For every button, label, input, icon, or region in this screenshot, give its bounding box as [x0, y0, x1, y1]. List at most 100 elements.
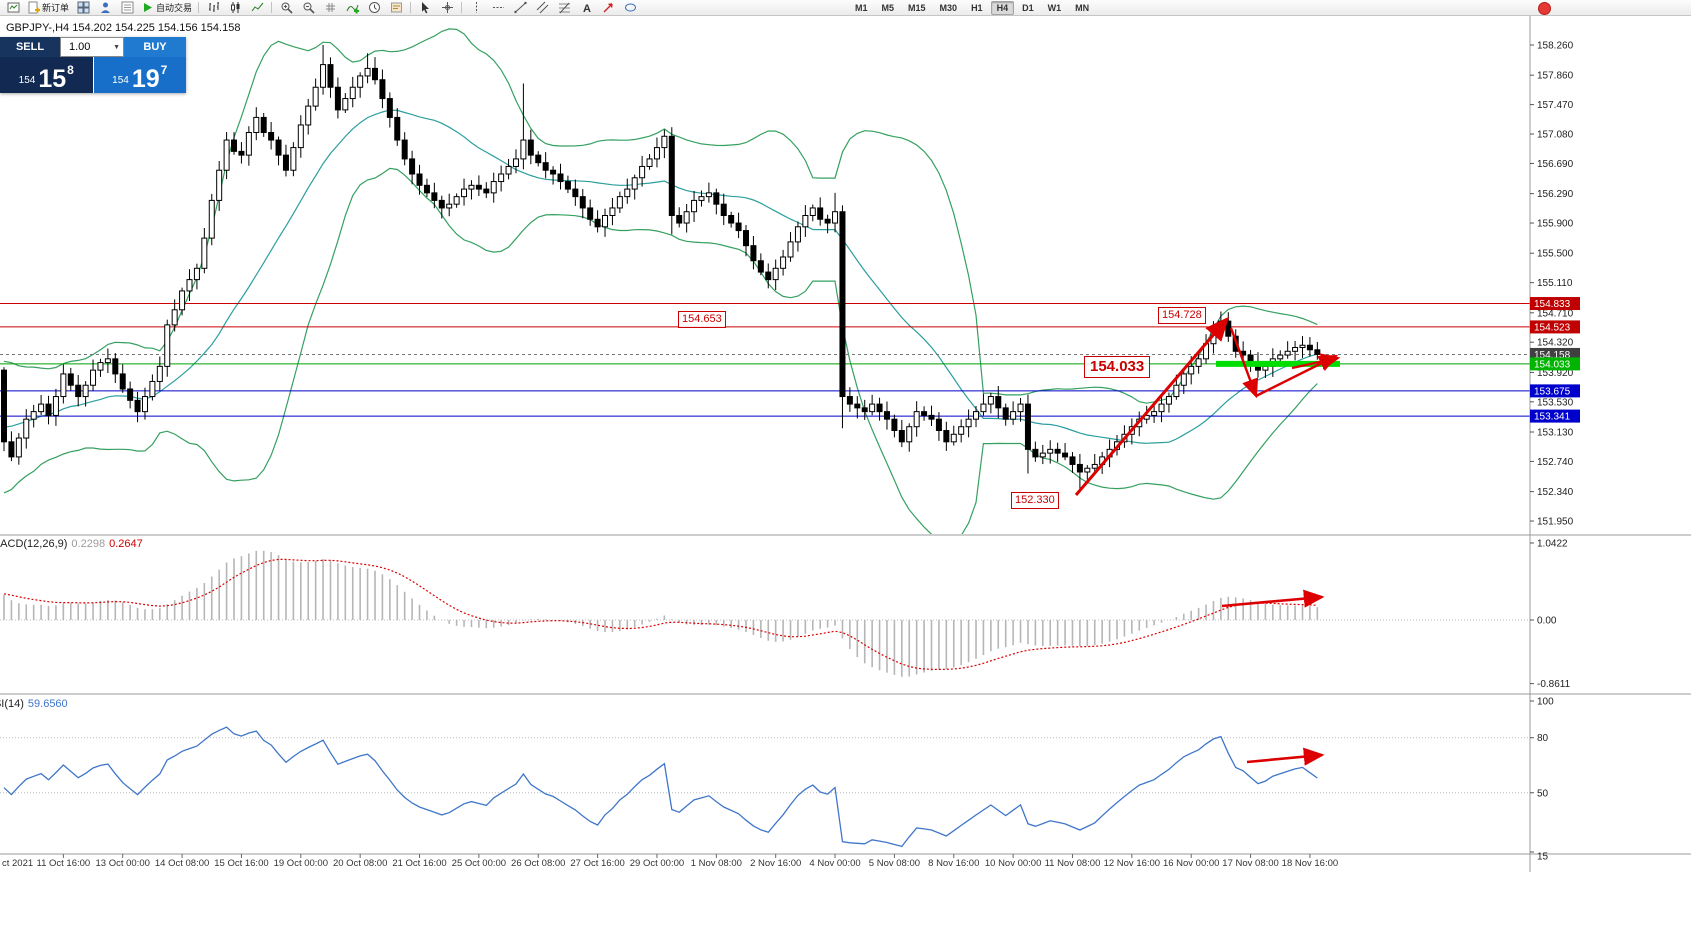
macd-signal-value: 0.2647 — [109, 538, 143, 550]
svg-text:1 Nov 08:00: 1 Nov 08:00 — [691, 858, 742, 869]
timeframe-h1-button[interactable]: H1 — [971, 2, 983, 13]
svg-text:153.130: 153.130 — [1537, 428, 1574, 439]
volume-input[interactable]: 1.00 ▼ — [60, 37, 124, 57]
equidistant-channel-button[interactable] — [532, 1, 552, 15]
chart-window-button[interactable] — [3, 1, 23, 15]
price-tag-153.341 — [1530, 409, 1580, 423]
timeframe-w1-button[interactable]: W1 — [1047, 2, 1062, 13]
sell-button[interactable]: SELL — [0, 37, 60, 57]
arrows-button[interactable] — [598, 1, 618, 15]
svg-text:157.080: 157.080 — [1537, 130, 1574, 141]
timeframe-d1-button[interactable]: D1 — [1022, 2, 1034, 13]
svg-text:25 Oct 00:00: 25 Oct 00:00 — [452, 858, 506, 869]
price-annotation-154.653[interactable]: 154.653 — [678, 311, 726, 328]
rsi-value: 59.6560 — [27, 698, 68, 710]
trend-arrow-6[interactable] — [1246, 747, 1325, 766]
timeframe-mn-button[interactable]: MN — [1075, 2, 1090, 13]
macd-label: MACD(12,26,9) — [0, 538, 68, 550]
trend-arrow-2[interactable] — [1229, 327, 1259, 399]
svg-text:12 Nov 16:00: 12 Nov 16:00 — [1104, 858, 1161, 869]
trend-arrow-5[interactable] — [1221, 589, 1325, 608]
timeframe-m30-button[interactable]: M30 — [939, 2, 958, 13]
line-chart-button[interactable] — [247, 1, 267, 15]
candlestick-chart-button[interactable] — [225, 1, 245, 15]
timeframe-m15-button[interactable]: M15 — [908, 2, 926, 13]
svg-text:1.0422: 1.0422 — [1537, 538, 1568, 549]
grid-button[interactable] — [320, 1, 340, 15]
price-chart-layer[interactable] — [0, 28, 1530, 545]
svg-text:18 Nov 16:00: 18 Nov 16:00 — [1282, 858, 1339, 869]
price-axis[interactable]: 158.260 157.860 157.470 157.080 156.690 156.2… — [0, 16, 1691, 872]
arrows-icon — [603, 3, 613, 13]
text-label-button[interactable]: A — [576, 1, 596, 15]
shapes-button[interactable] — [620, 1, 640, 15]
cursor-button[interactable] — [415, 1, 435, 15]
svg-text:152.740: 152.740 — [1537, 457, 1574, 468]
profiles-button[interactable] — [95, 1, 115, 15]
svg-text:15: 15 — [1537, 852, 1549, 863]
trendline-button[interactable] — [510, 1, 530, 15]
svg-text:27 Oct 16:00: 27 Oct 16:00 — [570, 858, 624, 869]
time-axis[interactable]: ct 2021 11 Oct 16:00 13 Oct 00:00 14 Oct 08… — [2, 854, 1338, 869]
timeframe-group: M1 M5 M15 M30 H1 H4 D1 W1 MN — [848, 0, 1096, 15]
trend-arrow-1[interactable] — [1074, 316, 1229, 496]
svg-text:0.00: 0.00 — [1537, 616, 1557, 627]
svg-text:154.033: 154.033 — [1534, 359, 1571, 370]
indicators-add-button[interactable] — [342, 1, 362, 15]
svg-text:154.523: 154.523 — [1534, 322, 1571, 333]
macd-layer[interactable] — [0, 550, 1530, 677]
svg-text:153.920: 153.920 — [1537, 368, 1574, 379]
timeframe-m1-button[interactable]: M1 — [855, 2, 868, 13]
fibonacci-button[interactable] — [554, 1, 574, 15]
buy-button[interactable]: BUY — [124, 37, 186, 57]
svg-text:8 Nov 16:00: 8 Nov 16:00 — [928, 858, 979, 869]
vertical-line-icon — [475, 2, 477, 13]
templates-button[interactable] — [386, 1, 406, 15]
periods-button[interactable] — [364, 1, 384, 15]
rsi-header: RSI(14)59.6560 — [0, 698, 68, 710]
shapes-icon — [624, 3, 636, 12]
sell-price-big: 15 — [38, 64, 67, 93]
trend-arrow-4[interactable] — [1291, 353, 1341, 370]
equidistant-channel-icon — [536, 1, 548, 14]
autotrading-button[interactable]: 自动交易 — [139, 1, 194, 15]
data-window-button[interactable] — [117, 1, 137, 15]
crosshair-button[interactable] — [437, 1, 457, 15]
timeframe-m5-button[interactable]: M5 — [881, 2, 895, 13]
rsi-layer[interactable] — [0, 726, 1530, 848]
grid-icon — [325, 3, 335, 12]
tile-windows-button[interactable] — [73, 1, 93, 15]
new-order-button[interactable]: 新订单 — [25, 1, 71, 15]
macd-main-value: 0.2298 — [71, 538, 106, 550]
svg-text:154.833: 154.833 — [1534, 299, 1571, 310]
buy-price[interactable]: 154 19 7 — [93, 57, 186, 93]
svg-text:80: 80 — [1537, 733, 1549, 744]
new-order-label: 新订单 — [42, 3, 70, 13]
svg-text:154.710: 154.710 — [1537, 308, 1574, 319]
horizontal-line-button[interactable] — [488, 1, 508, 15]
periods-icon — [368, 2, 380, 13]
price-annotation-152.330[interactable]: 152.330 — [1011, 492, 1059, 509]
vertical-line-button[interactable] — [466, 1, 486, 15]
bar-chart-button[interactable] — [203, 1, 223, 15]
svg-text:50: 50 — [1537, 788, 1549, 799]
buy-price-sup: 7 — [160, 63, 168, 77]
zoom-out-icon — [303, 2, 315, 14]
price-annotation-154.728[interactable]: 154.728 — [1158, 307, 1206, 324]
sell-price[interactable]: 154 15 8 — [0, 57, 93, 93]
main-toolbar: 新订单 自动交易 A — [0, 0, 1691, 16]
timeframe-h4-button[interactable]: H4 — [990, 0, 1015, 15]
zoom-out-button[interactable] — [298, 1, 318, 15]
toolbar-separator — [461, 2, 463, 13]
zoom-in-button[interactable] — [276, 1, 296, 15]
buy-price-prefix: 154 — [112, 75, 129, 86]
svg-text:155.900: 155.900 — [1537, 219, 1574, 230]
svg-text:11 Oct 16:00: 11 Oct 16:00 — [37, 858, 91, 869]
drawn-objects-layer[interactable] — [1074, 316, 1341, 766]
candlestick-chart-icon — [230, 2, 240, 13]
price-annotation-154.033[interactable]: 154.033 — [1084, 356, 1151, 378]
volume-dropdown-icon[interactable]: ▼ — [113, 43, 120, 51]
